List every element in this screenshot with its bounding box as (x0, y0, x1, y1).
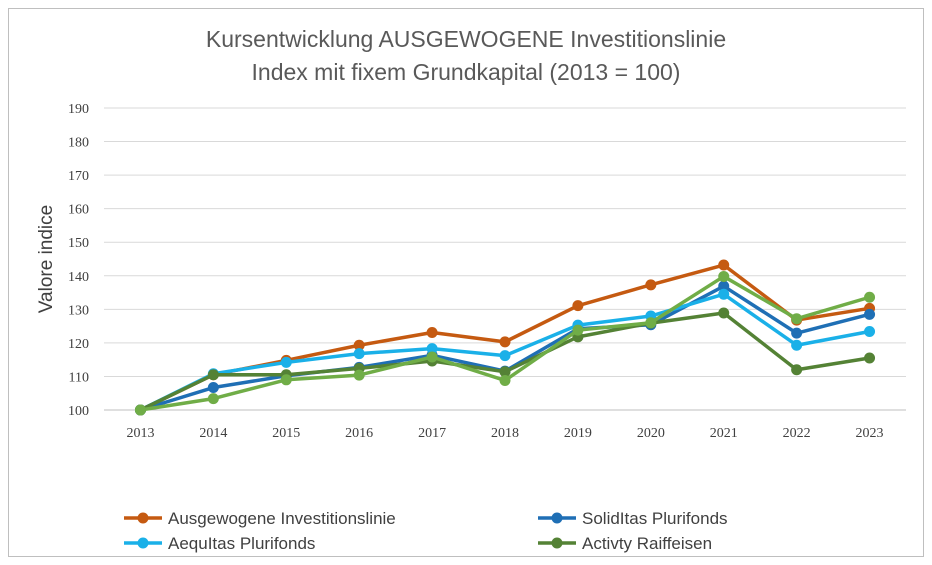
data-point (280, 356, 292, 368)
x-tick-label: 2013 (126, 426, 154, 441)
y-tick-label: 150 (68, 236, 89, 251)
legend-marker (137, 537, 149, 549)
data-point (864, 325, 876, 337)
data-point (791, 313, 803, 325)
legend: Ausgewogene Investitionslinie SolidItas P… (124, 509, 728, 553)
legend-item: Activty Raiffeisen (538, 534, 712, 553)
data-point (572, 300, 584, 312)
data-point (718, 307, 730, 319)
data-point (426, 351, 438, 363)
series-2 (134, 288, 876, 416)
series-line (139, 284, 870, 412)
data-point (499, 336, 511, 348)
data-point (353, 348, 365, 360)
chart-subtitle: Index mit fixem Grundkapital (2013 = 100… (252, 59, 681, 85)
chart-title: Kursentwicklung AUSGEWOGENE Investitions… (206, 26, 726, 52)
x-tick-label: 2014 (199, 426, 227, 441)
legend-label: AequItas Plurifonds (168, 534, 315, 553)
data-point (645, 279, 657, 291)
data-point (499, 366, 511, 378)
x-tick-label: 2018 (491, 426, 519, 441)
data-point (864, 308, 876, 320)
x-tick-label: 2023 (856, 426, 884, 441)
x-tick-label: 2020 (637, 426, 665, 441)
y-tick-label: 110 (69, 370, 89, 385)
legend-marker (137, 512, 149, 524)
legend-label: Activty Raiffeisen (582, 534, 712, 553)
y-axis-label: Valore indice (36, 205, 57, 313)
data-point (718, 288, 730, 300)
data-point (499, 374, 511, 386)
y-tick-label: 160 (68, 203, 89, 218)
data-point (134, 404, 146, 416)
data-point (791, 364, 803, 376)
data-point (718, 259, 730, 271)
y-tick-label: 140 (68, 270, 89, 285)
y-tick-label: 120 (68, 337, 89, 352)
y-tick-labels: 100 110 120 130 140 150 160 170 180 190 (68, 102, 89, 419)
legend-label: SolidItas Plurifonds (582, 509, 728, 528)
legend-item: Ausgewogene Investitionslinie (124, 509, 396, 528)
data-point (791, 339, 803, 351)
data-point (499, 350, 511, 362)
data-point (791, 327, 803, 339)
x-tick-label: 2016 (345, 426, 373, 441)
x-tick-label: 2022 (783, 426, 811, 441)
series-4 (134, 270, 876, 416)
data-point (718, 280, 730, 292)
data-point (864, 291, 876, 303)
grid (104, 107, 906, 411)
legend-item: AequItas Plurifonds (124, 534, 315, 553)
chart-frame (8, 8, 924, 557)
data-point (864, 352, 876, 364)
legend-marker (551, 537, 563, 549)
data-point (280, 374, 292, 386)
y-tick-label: 130 (68, 303, 89, 318)
x-tick-labels: 2013 2014 2015 2016 2017 2018 2019 2020 2021 2022… (126, 426, 883, 441)
data-point (572, 324, 584, 336)
y-tick-label: 190 (68, 102, 89, 117)
x-tick-label: 2021 (710, 426, 738, 441)
data-point (426, 343, 438, 355)
data-point (353, 339, 365, 351)
y-tick-label: 100 (68, 404, 89, 419)
data-point (718, 270, 730, 282)
y-tick-label: 170 (68, 169, 89, 184)
data-point (207, 369, 219, 381)
x-tick-label: 2019 (564, 426, 592, 441)
series-0 (134, 259, 876, 416)
series-line (139, 311, 870, 412)
y-tick-label: 180 (68, 136, 89, 151)
legend-item: SolidItas Plurifonds (538, 509, 728, 528)
x-tick-label: 2017 (418, 426, 446, 441)
data-point (353, 369, 365, 381)
legend-label: Ausgewogene Investitionslinie (168, 509, 396, 528)
data-point (207, 382, 219, 394)
data-point (426, 326, 438, 338)
data-point (645, 317, 657, 329)
legend-marker (551, 512, 563, 524)
data-point (207, 393, 219, 405)
series-group (134, 259, 876, 416)
x-tick-label: 2015 (272, 426, 300, 441)
